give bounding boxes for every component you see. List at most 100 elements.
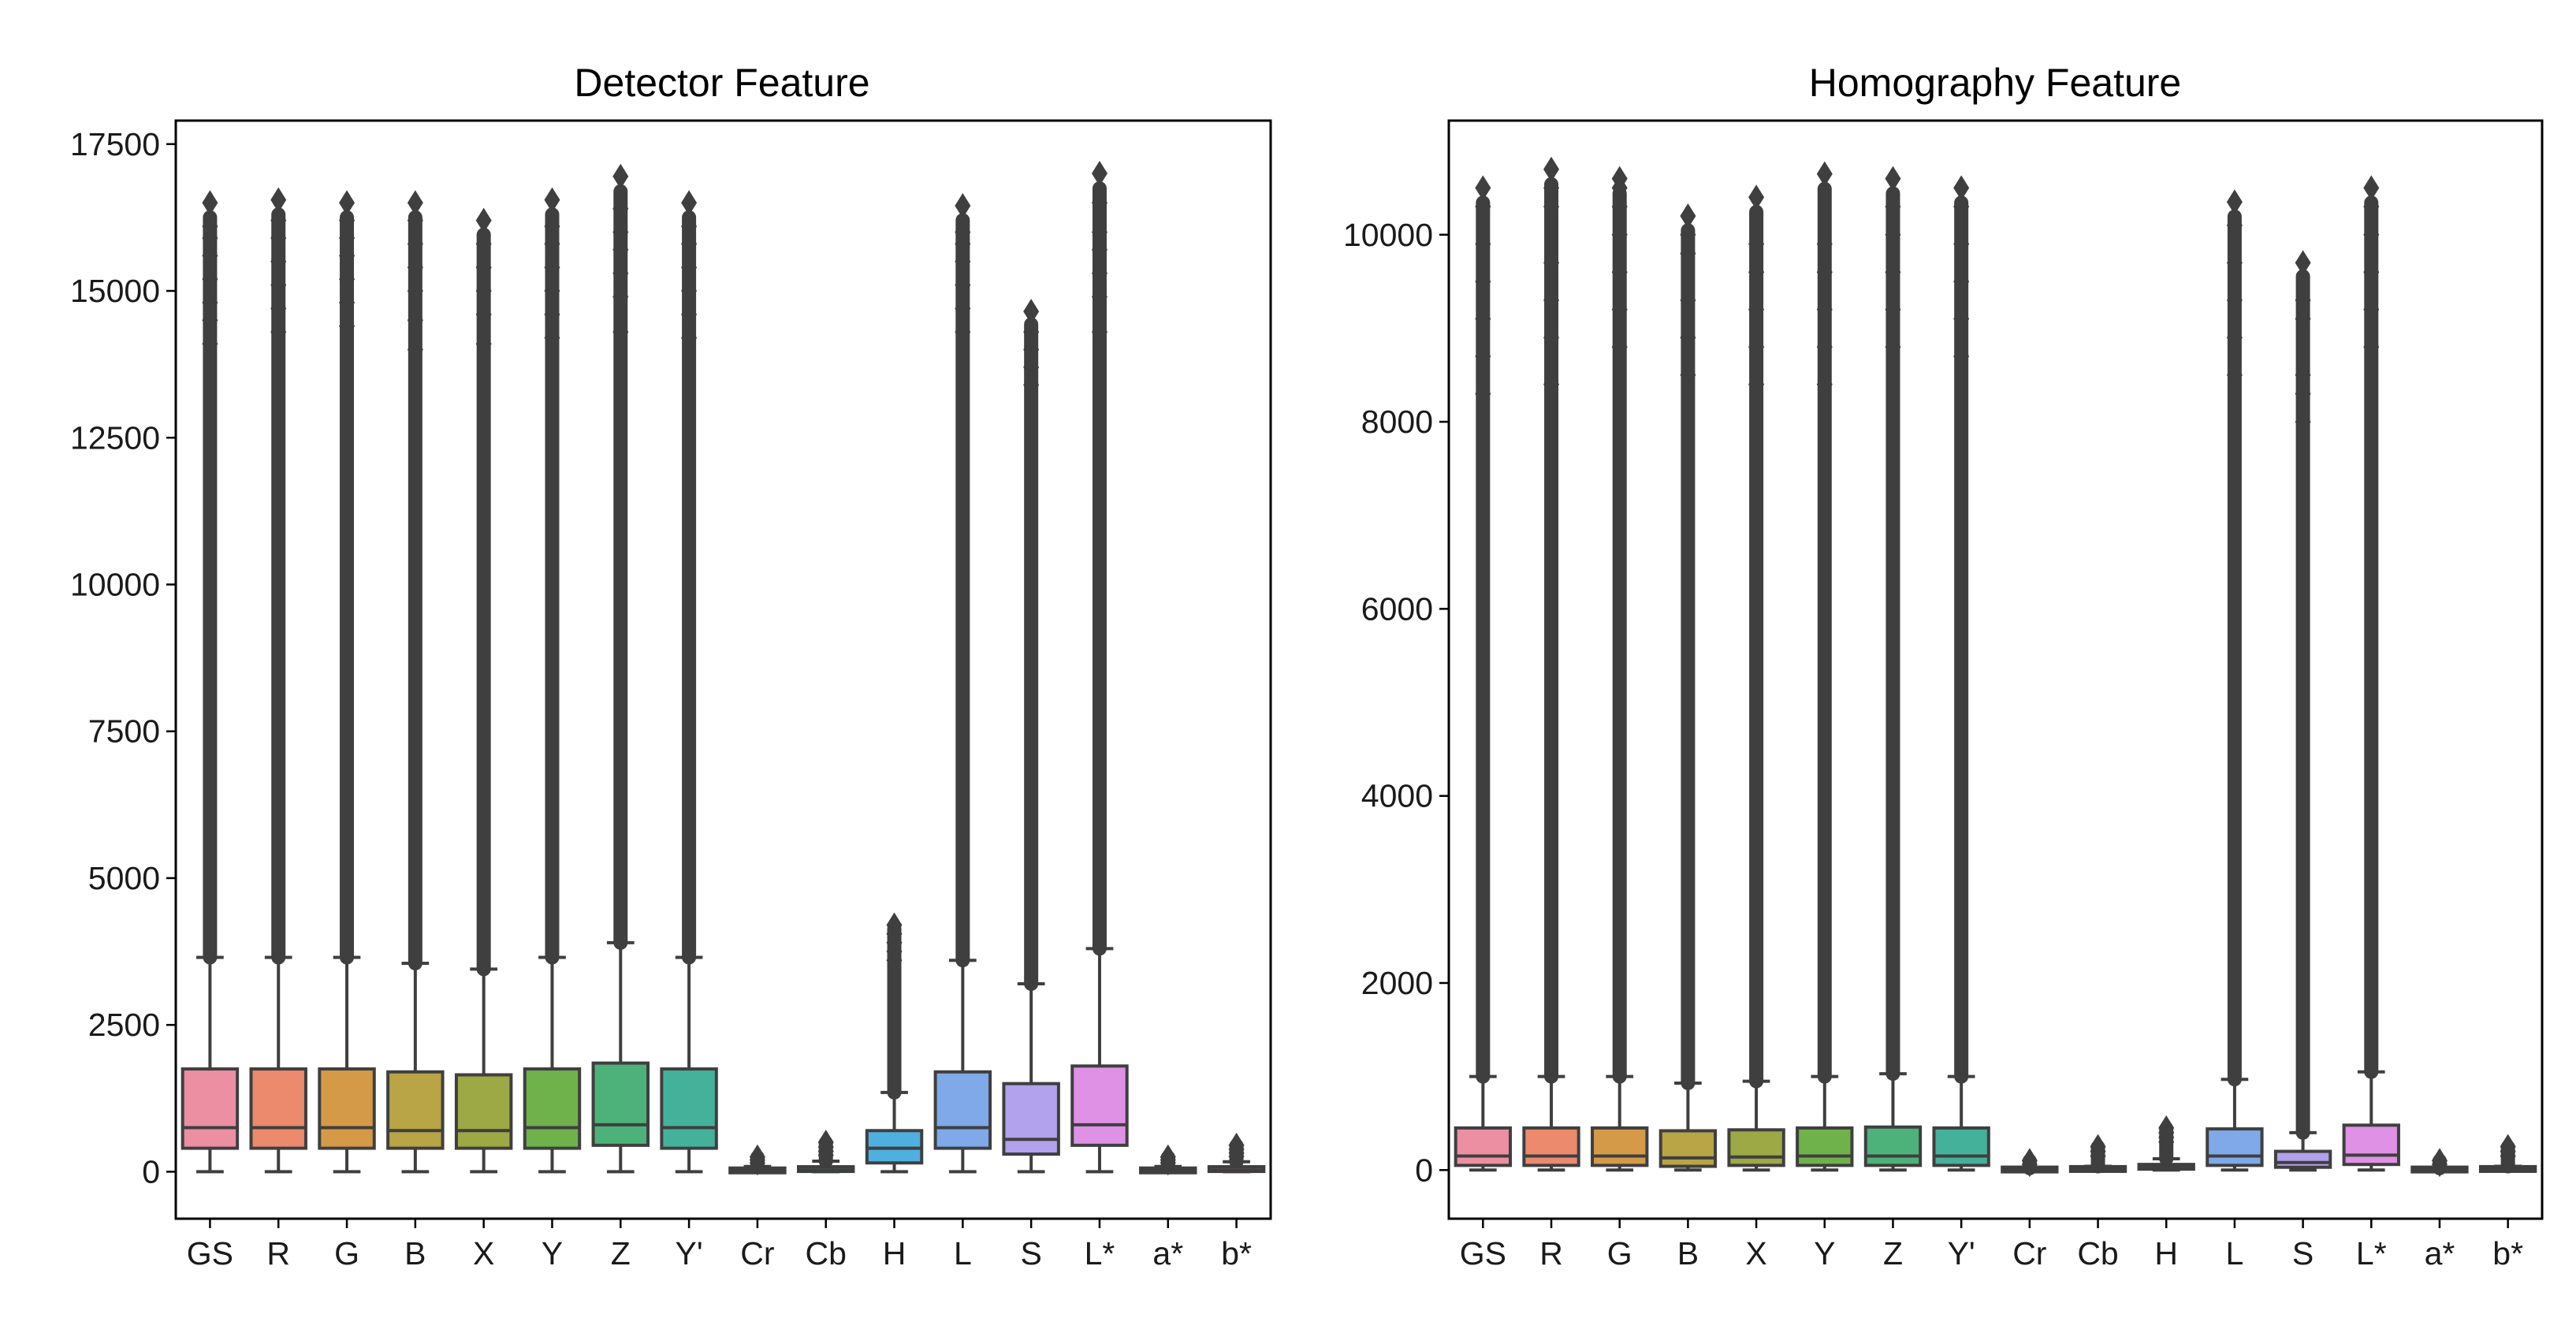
box-body [1070,1064,1129,1147]
outlier-point [1885,194,1901,220]
box-g [1591,166,1649,1172]
box-body [933,1070,992,1150]
outlier-point [270,319,287,345]
outlier-point [339,243,356,269]
outlier-point [202,243,218,269]
x-tick-label: L* [2356,1235,2387,1272]
outlier-point [1885,296,1901,322]
outlier-point [339,190,356,216]
outlier-point [475,278,492,304]
box-h [2137,1115,2195,1172]
outlier-point [1816,296,1833,322]
x-tick-label: b* [2492,1235,2523,1272]
outlier-point [2295,381,2311,407]
outlier-point [544,214,560,240]
outlier-point [886,948,903,974]
outlier-point [2295,287,2311,313]
outlier-point [1091,219,1107,245]
outlier-point [2158,1129,2175,1155]
outlier-point [2363,296,2380,322]
box-a-star [2410,1148,2469,1178]
box-y-prime [660,190,718,1174]
outlier-point [1748,334,1765,360]
outlier-point [612,219,629,245]
outlier-point [270,207,287,233]
y-tick-label: 10000 [1343,217,1433,253]
outlier-point [1885,334,1901,360]
outlier-point [2363,259,2380,285]
x-tick-label: G [334,1235,359,1272]
y-tick-label: 15000 [70,273,160,309]
outlier-point [270,187,287,213]
y-tick-label: 8000 [1361,404,1433,440]
outlier-point [1611,175,1628,201]
box-gs [1454,175,1513,1172]
x-tick-label: B [404,1235,426,1272]
box-body [2206,1127,2264,1167]
outlier-point [1680,287,1696,313]
box-z [1863,166,1923,1172]
outlier-point [407,207,423,233]
outlier-point [2090,1143,2106,1169]
box-body [249,1067,307,1150]
x-tick-label: Z [1883,1235,1903,1272]
outlier-point [1680,222,1696,248]
detector-feature-panel: Detector Feature 0 2500 5000 7500 10000 12500… [70,61,1272,1272]
y-tick-label: 4000 [1361,778,1433,814]
y-tick-label: 2500 [88,1007,160,1043]
box-body [1863,1125,1923,1167]
chart-title: Homography Feature [1809,61,2181,105]
outlier-point [955,296,971,322]
box-y-prime [1932,175,1990,1172]
outlier-point [1611,194,1628,220]
outlier-point [339,207,356,233]
box-body [318,1067,376,1150]
x-tick-label: H [883,1235,906,1272]
outlier-point [202,266,218,292]
outlier-point [2226,189,2243,215]
outlier-point [681,214,698,240]
box-b-star [1207,1132,1266,1174]
outlier-point [1611,334,1628,360]
outlier-point [2295,250,2311,276]
outlier-point [2363,222,2380,248]
outlier-point [1023,299,1040,325]
y-tick-label: 17500 [70,126,160,162]
outlier-point [2363,194,2380,220]
outlier-point [202,331,218,357]
outlier-point [612,260,629,286]
outlier-point [1543,194,1560,220]
outlier-point [681,231,698,257]
outlier-point [681,325,698,351]
outlier-point [202,289,218,315]
outlier-point [544,255,560,281]
y-tick-label: 6000 [1361,590,1433,627]
outlier-point [1885,259,1901,285]
outlier-point [1475,381,1491,407]
outlier-point [1091,236,1107,263]
x-tick-label: GS [187,1235,233,1272]
x-tick-label: R [266,1235,290,1272]
outlier-point [407,231,423,257]
box-g [318,190,376,1174]
outlier-point [681,278,698,304]
chart-title: Detector Feature [574,61,869,105]
box-body [523,1067,582,1150]
outlier-point [339,289,356,315]
outlier-point [612,195,629,222]
box-body [454,1073,513,1150]
box-s [1002,299,1060,1174]
box-y [1796,161,1854,1172]
outlier-point [2295,409,2311,435]
outlier-point [1748,184,1765,210]
outlier-point [2226,325,2243,351]
outlier-point [475,255,492,281]
outlier-point [202,225,218,251]
outlier-point [1091,190,1107,216]
outlier-point [1543,371,1560,397]
x-tick-label: Cr [740,1235,774,1272]
outlier-point [681,301,698,327]
outlier-point [407,255,423,281]
x-tick-label: B [1677,1235,1699,1272]
outlier-point [544,301,560,327]
